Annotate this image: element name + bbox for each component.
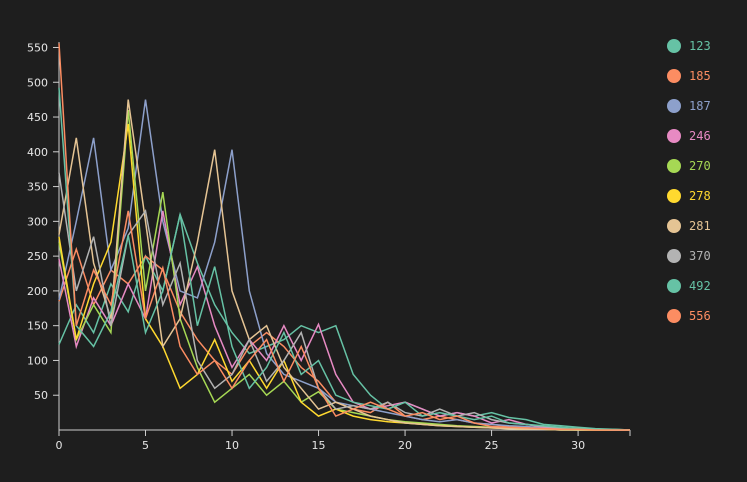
legend-label-187: 187 <box>689 99 711 113</box>
y-tick-label: 250 <box>27 250 48 263</box>
x-tick-label: 15 <box>312 439 326 452</box>
legend-label-370: 370 <box>689 249 711 263</box>
series-line-281 <box>58 99 630 431</box>
series-line-556 <box>58 43 630 431</box>
y-tick-label: 150 <box>27 320 48 333</box>
legend-label-492: 492 <box>689 279 711 293</box>
legend-swatch-278 <box>667 189 681 203</box>
x-tick-label: 10 <box>225 439 239 452</box>
legend-swatch-492 <box>667 279 681 293</box>
legend-swatch-270 <box>667 159 681 173</box>
series-line-270 <box>58 110 630 431</box>
x-tick-label: 20 <box>398 439 412 452</box>
legend-swatch-281 <box>667 219 681 233</box>
y-tick-label: 450 <box>27 111 48 124</box>
legend-label-123: 123 <box>689 39 711 53</box>
legend-label-556: 556 <box>689 309 711 323</box>
y-tick-label: 200 <box>27 285 48 298</box>
x-tick-label: 25 <box>485 439 499 452</box>
legend-swatch-370 <box>667 249 681 263</box>
y-tick-label: 100 <box>27 354 48 367</box>
axes: 50 100 150 200 250 300 350 400 450 500 550 0 5 10 15 20… <box>27 41 631 452</box>
legend-swatch-556 <box>667 309 681 323</box>
legend-label-185: 185 <box>689 69 711 83</box>
legend-swatch-185 <box>667 69 681 83</box>
y-tick-label: 50 <box>34 389 48 402</box>
series-line-123 <box>58 211 631 431</box>
series-line-246 <box>58 210 630 431</box>
legend-swatch-246 <box>667 129 681 143</box>
y-tick-label: 400 <box>27 146 48 159</box>
legend: 123 185 187 246 270 278 281 370 492 556 <box>667 39 711 323</box>
legend-swatch-187 <box>667 99 681 113</box>
series-line-492 <box>58 87 631 431</box>
x-tick-label: 30 <box>571 439 585 452</box>
series-line-187 <box>58 99 630 431</box>
x-tick-label: 5 <box>142 439 149 452</box>
y-tick-label: 350 <box>27 181 48 194</box>
legend-label-270: 270 <box>689 159 711 173</box>
legend-label-278: 278 <box>689 189 711 203</box>
x-tick-label: 0 <box>56 439 63 452</box>
series-lines <box>58 43 631 431</box>
y-tick-label: 300 <box>27 215 48 228</box>
legend-swatch-123 <box>667 39 681 53</box>
y-tick-label: 500 <box>27 76 48 89</box>
y-tick-label: 550 <box>27 41 48 54</box>
legend-label-281: 281 <box>689 219 711 233</box>
legend-label-246: 246 <box>689 129 711 143</box>
